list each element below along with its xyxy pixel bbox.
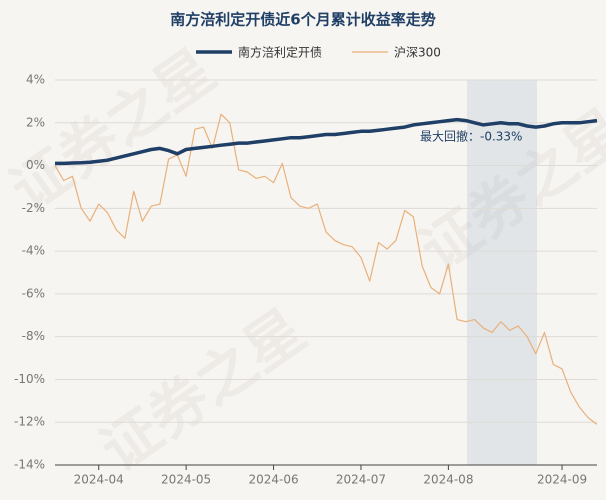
x-tick-label: 2024-07: [336, 473, 386, 487]
annotation: 最大回撤：-0.33%: [420, 129, 522, 144]
legend: 南方涪利定开债 沪深300: [196, 45, 441, 60]
x-tick-label: 2024-06: [248, 473, 298, 487]
watermark: 证券之星: [0, 36, 227, 225]
legend-label: 沪深300: [394, 46, 441, 60]
y-tick-label: -6%: [22, 286, 45, 300]
series-line: [55, 117, 598, 166]
watermark: 证券之星: [88, 296, 317, 485]
y-tick-label: -10%: [14, 372, 45, 386]
y-tick-label: 2%: [26, 115, 45, 129]
series-line: [54, 113, 598, 425]
y-tick-label: 0%: [26, 158, 45, 172]
drawdown-shade: [467, 80, 537, 465]
y-tick-label: -14%: [14, 458, 45, 472]
y-tick-label: -2%: [22, 201, 45, 215]
y-tick-label: -4%: [22, 244, 45, 258]
y-tick-label: 4%: [26, 73, 45, 87]
x-tick-label: 2024-04: [74, 473, 124, 487]
x-tick-label: 2024-08: [423, 473, 473, 487]
x-tick-label: 2024-09: [537, 473, 587, 487]
y-tick-label: -8%: [22, 329, 45, 343]
legend-label: 南方涪利定开债: [238, 45, 322, 60]
chart-title: 南方涪利定开债近6个月累计收益率走势: [170, 11, 435, 29]
y-tick-label: -12%: [14, 415, 45, 429]
x-tick-label: 2024-05: [161, 473, 211, 487]
